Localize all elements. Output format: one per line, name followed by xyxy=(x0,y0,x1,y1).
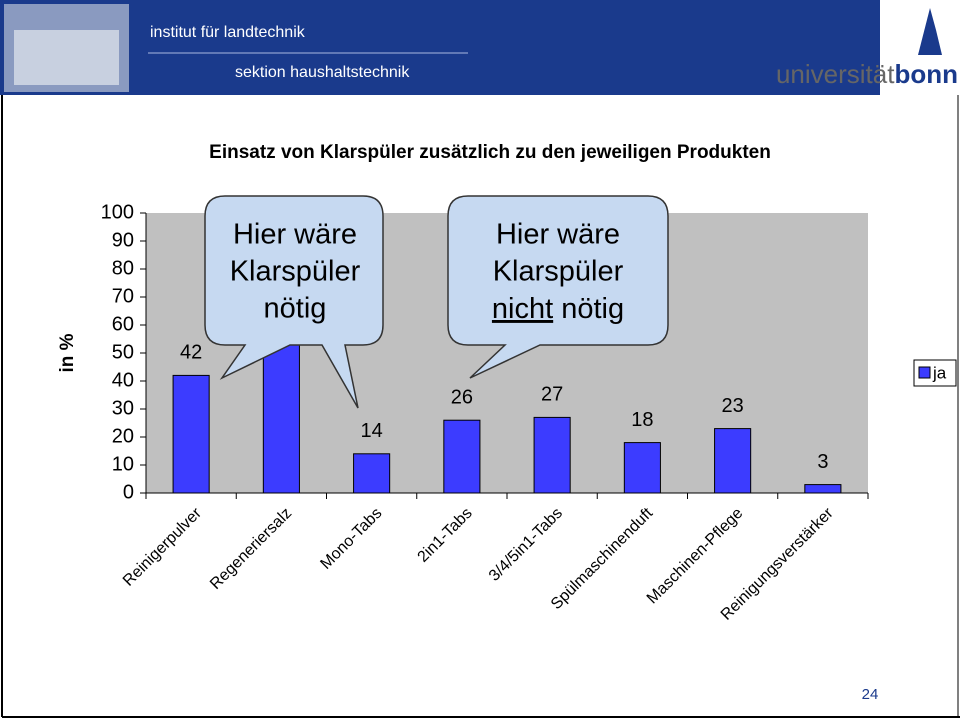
callout-text: nötig xyxy=(264,293,327,325)
y-tick-label: 20 xyxy=(112,425,134,447)
y-tick-label: 60 xyxy=(112,313,134,335)
callout-text: Hier wäre xyxy=(233,219,357,251)
logo-tower xyxy=(918,8,942,55)
value-label: 14 xyxy=(361,420,383,442)
y-tick-label: 10 xyxy=(112,453,134,475)
callout-text: Klarspüler xyxy=(230,256,361,288)
y-tick-label: 40 xyxy=(112,369,134,391)
bar xyxy=(623,442,661,494)
value-label: 27 xyxy=(541,384,563,406)
legend-swatch xyxy=(918,366,931,379)
legend-label: ja xyxy=(932,363,947,382)
value-label: 42 xyxy=(180,342,202,364)
section: sektion haushaltstechnik xyxy=(235,64,410,81)
legend: ja xyxy=(913,359,957,387)
bar xyxy=(804,484,842,494)
callout-underlined: nicht xyxy=(492,293,553,325)
value-label: 26 xyxy=(451,386,473,408)
y-tick-label: 50 xyxy=(112,341,134,363)
bar xyxy=(533,416,571,494)
y-tick-label: 30 xyxy=(112,397,134,419)
header-bar xyxy=(0,0,880,95)
callout-text: Klarspüler xyxy=(493,256,624,288)
value-label: 23 xyxy=(722,395,744,417)
bar xyxy=(172,374,210,494)
y-axis-label: in % xyxy=(57,333,78,372)
chart-title: Einsatz von Klarspüler zusätzlich zu den… xyxy=(209,142,771,163)
callouts: Hier wäre Klarspüler nötig Hier wäre Klarspü… xyxy=(204,195,669,409)
y-tick-label: 70 xyxy=(112,285,134,307)
callout xyxy=(204,195,384,409)
value-label: 18 xyxy=(631,409,653,431)
value-label: 3 xyxy=(817,451,828,473)
callout-rest: nötig xyxy=(561,293,624,325)
page-number: 24 xyxy=(862,686,879,703)
bar xyxy=(714,428,752,494)
y-tick-label: 80 xyxy=(112,257,134,279)
callout xyxy=(447,195,669,379)
bar xyxy=(262,338,300,494)
callout-text: Hier wäre xyxy=(496,219,620,251)
university-logo: universitätbonn xyxy=(776,59,958,89)
y-tick-label: 90 xyxy=(112,229,134,251)
y-tick-label: 0 xyxy=(123,481,134,503)
bar xyxy=(443,419,481,494)
y-tick-label: 100 xyxy=(101,201,134,223)
institute: institut für landtechnik xyxy=(150,24,306,41)
callout-text: nicht nötig xyxy=(492,293,624,325)
logo-building-facade xyxy=(14,30,119,85)
bar xyxy=(353,453,391,494)
